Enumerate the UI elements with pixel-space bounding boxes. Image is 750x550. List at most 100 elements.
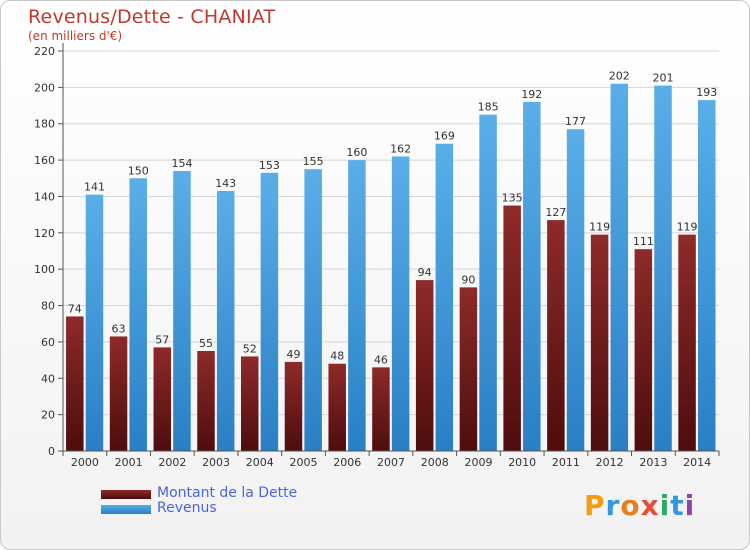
bar-revenus	[348, 160, 366, 451]
data-label-revenus: 141	[84, 181, 105, 194]
y-tick-label: 200	[34, 81, 55, 94]
data-label-dette: 74	[68, 302, 82, 315]
bar-dette	[372, 367, 390, 451]
y-tick-label: 100	[34, 263, 55, 276]
data-label-revenus: 201	[653, 72, 674, 85]
axes: 0 20 40 60 80 100 120 140 160 180 200 220 2000 2001 20…	[34, 43, 720, 469]
data-label-dette: 63	[112, 322, 126, 335]
y-tick-label: 120	[34, 227, 55, 240]
bars	[66, 83, 716, 452]
data-label-revenus: 193	[696, 86, 717, 99]
logo-letter: x	[640, 489, 660, 522]
chart-subtitle: (en milliers d'€)	[28, 29, 123, 43]
x-tick-label: 2004	[246, 456, 274, 469]
data-label-revenus: 153	[259, 159, 280, 172]
x-tick-label: 2001	[115, 456, 143, 469]
x-tick-label: 2011	[552, 456, 580, 469]
x-tick-label: 2007	[377, 456, 405, 469]
legend-label-revenus: Revenus	[157, 500, 217, 516]
data-label-dette: 94	[418, 266, 432, 279]
data-label-revenus: 155	[303, 155, 324, 168]
x-tick-label: 2003	[202, 456, 230, 469]
bar-dette	[547, 220, 565, 451]
y-tick-label: 160	[34, 154, 55, 167]
bar-dette	[197, 351, 215, 451]
bar-dette	[153, 347, 172, 451]
bar-revenus	[129, 178, 147, 452]
y-tick-label: 0	[48, 445, 55, 458]
x-tick-label: 2000	[71, 456, 99, 469]
x-tick-label: 2012	[596, 456, 624, 469]
x-tick-label: 2013	[639, 456, 667, 469]
x-tick-label: 2014	[683, 456, 711, 469]
data-label-dette: 111	[633, 235, 654, 248]
data-label-dette: 135	[502, 192, 523, 205]
y-tick-label: 180	[34, 118, 55, 131]
bar-revenus	[523, 101, 541, 451]
data-label-revenus: 185	[478, 101, 499, 114]
y-tick-label: 60	[41, 336, 55, 349]
logo-letter: i	[659, 489, 671, 522]
bar-dette	[328, 363, 346, 451]
bar-dette	[503, 205, 521, 451]
bar-dette	[66, 316, 84, 451]
data-label-revenus: 162	[390, 142, 411, 155]
x-tick-label: 2008	[421, 456, 449, 469]
x-tick-label: 2005	[290, 456, 318, 469]
x-tick-label: 2006	[333, 456, 361, 469]
y-tick-label: 40	[41, 372, 55, 385]
bar-revenus	[698, 100, 716, 451]
logo-letter: i	[684, 489, 696, 522]
bar-revenus	[435, 143, 454, 451]
x-tick-label: 2010	[508, 456, 536, 469]
bar-dette	[415, 280, 434, 451]
bar-revenus	[479, 114, 497, 452]
data-label-revenus: 160	[346, 146, 367, 159]
y-tick-label: 140	[34, 190, 55, 203]
data-label-revenus: 143	[215, 177, 236, 190]
bar-dette	[678, 234, 696, 451]
bar-dette	[590, 234, 609, 451]
y-tick-label: 80	[41, 300, 55, 313]
y-tick-label: 220	[34, 45, 55, 58]
x-tick-label: 2009	[464, 456, 492, 469]
data-label-dette: 90	[461, 273, 475, 286]
data-label-dette: 119	[677, 221, 698, 234]
bar-revenus	[173, 171, 191, 451]
logo-letter: t	[670, 489, 685, 522]
legend-swatch-revenus	[101, 505, 151, 514]
bar-revenus	[85, 194, 104, 452]
logo-letter: r	[605, 489, 621, 522]
data-label-revenus: 169	[434, 130, 455, 143]
data-label-dette: 52	[243, 342, 257, 355]
legend-item-revenus: Revenus	[101, 500, 361, 517]
bar-revenus	[304, 169, 322, 451]
grid-lines	[63, 50, 719, 452]
data-label-revenus: 202	[609, 70, 630, 83]
bar-dette	[109, 336, 128, 451]
bar-dette	[284, 361, 303, 451]
proxiti-logo: Proxiti	[584, 489, 695, 522]
data-labels: 74 141 63 150 57 154 55 143 52 153 49 155 48 160 46 162…	[68, 70, 717, 367]
logo-letter: o	[620, 489, 641, 522]
data-label-dette: 57	[155, 333, 169, 346]
x-tick-label: 2002	[158, 456, 186, 469]
bar-dette	[634, 249, 653, 451]
data-label-dette: 48	[330, 350, 344, 363]
data-label-dette: 119	[589, 221, 610, 234]
bar-revenus	[610, 83, 629, 452]
bar-dette	[240, 356, 259, 451]
logo-letter: P	[584, 489, 606, 522]
y-tick-label: 20	[41, 409, 55, 422]
data-label-revenus: 154	[171, 157, 192, 170]
legend-label-debt: Montant de la Dette	[157, 485, 298, 501]
data-label-revenus: 192	[521, 88, 542, 101]
legend-swatch-debt	[101, 490, 151, 499]
bar-revenus	[260, 172, 279, 451]
bar-revenus	[391, 156, 410, 452]
legend: Montant de la Dette Revenus	[101, 485, 361, 517]
data-label-revenus: 177	[565, 115, 586, 128]
bar-revenus	[654, 85, 672, 451]
legend-item-debt: Montant de la Dette	[101, 485, 361, 502]
